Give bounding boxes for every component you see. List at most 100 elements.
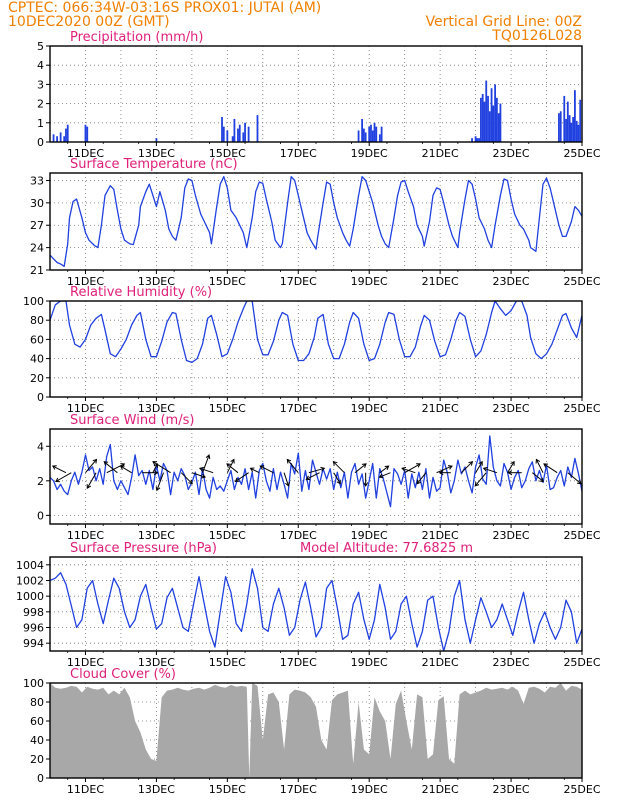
- wind-vector-arrowhead: [51, 465, 57, 470]
- precip-bar: [480, 97, 482, 142]
- wind-xtick-label: 11DEC: [67, 529, 104, 542]
- precip-bar: [222, 126, 225, 142]
- precip-bar: [495, 97, 498, 142]
- precip-bar: [66, 124, 69, 142]
- precip-ytick-label: 4: [37, 59, 44, 72]
- cloud-panel-title: Cloud Cover (%): [70, 667, 176, 682]
- wind-vector-arrow: [532, 472, 544, 482]
- precip-bar: [471, 138, 473, 142]
- wind-vector-arrow: [416, 472, 427, 485]
- wind-vector-arrowhead: [384, 465, 390, 470]
- temperature-ytick-label: 33: [30, 174, 44, 187]
- wind-vector-arrow: [226, 459, 235, 473]
- precip-xtick-label: 23DEC: [493, 147, 530, 160]
- pressure-xtick-label: 25DEC: [563, 656, 600, 669]
- wind-ytick-label: 0: [37, 509, 44, 522]
- wind-vector-arrowhead: [155, 486, 161, 492]
- precip-bar: [247, 126, 250, 142]
- precip-bar: [497, 113, 500, 142]
- cloud-xtick-label: 15DEC: [209, 783, 246, 796]
- precip-bar: [237, 128, 239, 142]
- wind-data: [50, 435, 582, 508]
- precip-bar: [375, 126, 378, 142]
- wind-vector-arrow: [543, 463, 558, 474]
- wind-vector-arrow: [260, 465, 274, 474]
- pressure-ytick-label: 994: [23, 637, 44, 650]
- wind-vector-arrow: [333, 472, 341, 484]
- wind-vector-arrowhead: [416, 479, 422, 485]
- wind-vector-arrowhead: [482, 466, 488, 472]
- precip-panel-title: Precipitation (mm/h): [70, 30, 203, 45]
- wind-vector-arrowhead: [259, 465, 265, 470]
- wind-vector-arrowhead: [577, 479, 582, 485]
- precip-bar: [231, 136, 234, 142]
- pressure-panel-title: Surface Pressure (hPa): [70, 541, 217, 556]
- wind-vector-arrow: [354, 463, 367, 474]
- pressure-ytick-label: 1004: [16, 559, 44, 572]
- wind-vector-arrowhead: [249, 467, 255, 472]
- precip-ytick-label: 3: [37, 78, 44, 91]
- cloud-ytick-label: 80: [30, 696, 44, 709]
- pressure-data: [50, 568, 582, 651]
- cloud-xtick-label: 19DEC: [351, 783, 388, 796]
- precip-bar: [238, 124, 241, 142]
- pressure-xtick-label: 17DEC: [280, 656, 317, 669]
- cloud-ytick-label: 60: [30, 715, 44, 728]
- precip-xtick-label: 25DEC: [563, 147, 600, 160]
- precip-bar: [488, 111, 491, 142]
- cloud-ytick-label: 20: [30, 753, 44, 766]
- cloud-panel: 0 20 40 60 80 100 11DEC 13DEC 15DEC 17DEC 19DEC 21D…: [23, 677, 601, 796]
- humidity-series-line: [50, 301, 582, 364]
- precip-bar: [65, 128, 67, 142]
- cloud-xtick-label: 25DEC: [563, 783, 600, 796]
- wind-vector-arrowhead: [285, 481, 290, 487]
- wind-vector-arrow: [474, 472, 487, 487]
- cloud-ytick-label: 0: [37, 772, 44, 785]
- wind-vector-arrow: [475, 461, 483, 473]
- cloud-cover-area: [50, 683, 582, 778]
- wind-xtick-label: 13DEC: [138, 529, 175, 542]
- precip-panel: 0 1 2 3 4 5 11DEC 13DEC 15DEC 17DEC 19DEC 21DEC 23DE…: [37, 40, 601, 160]
- precip-bar: [378, 134, 381, 142]
- wind-vector-arrow: [106, 463, 125, 474]
- wind-ytick-label: 4: [37, 440, 44, 453]
- precip-bar: [499, 103, 502, 142]
- precip-bar: [371, 130, 374, 142]
- precip-bar: [563, 95, 566, 142]
- wind-vector-arrow: [283, 472, 289, 487]
- temperature-xtick-label: 25DEC: [563, 275, 600, 288]
- precip-bar: [242, 132, 245, 142]
- header-grid-note: Vertical Grid Line: 00Z: [426, 14, 582, 30]
- wind-vector-arrowhead: [363, 482, 369, 487]
- wind-vector-arrow: [401, 467, 416, 474]
- pressure-ytick-label: 1000: [16, 590, 44, 603]
- precip-bar: [155, 138, 158, 142]
- header-location: CPTEC: 066:34W-03:16S PROX01: JUTAI (AM): [8, 0, 321, 16]
- wind-vector-arrowhead: [119, 465, 125, 470]
- wind-vector-arrow: [180, 472, 193, 485]
- precip-bar: [566, 101, 569, 142]
- wind-vector-arrow: [152, 463, 158, 473]
- precip-bar: [478, 138, 481, 142]
- wind-vector-arrowhead: [507, 470, 513, 476]
- pressure-xtick-label: 21DEC: [422, 656, 459, 669]
- humidity-ytick-label: 80: [30, 314, 44, 327]
- temperature-ytick-label: 24: [30, 242, 44, 255]
- wind-vector-arrowhead: [226, 463, 231, 468]
- temperature-xtick-label: 17DEC: [280, 275, 317, 288]
- precip-bar: [558, 113, 560, 142]
- wind-vector-arrow: [308, 467, 325, 474]
- humidity-xtick-label: 21DEC: [422, 402, 459, 415]
- precip-bar: [361, 118, 364, 142]
- wind-vector-arrowhead: [234, 477, 240, 483]
- precip-xtick-label: 11DEC: [67, 147, 104, 160]
- wind-vector-arrowhead: [539, 477, 545, 483]
- humidity-xtick-label: 15DEC: [209, 402, 246, 415]
- temperature-xtick-label: 15DEC: [209, 275, 246, 288]
- cloud-xtick-label: 13DEC: [138, 783, 175, 796]
- wind-vector-arrow: [379, 465, 389, 474]
- wind-vector-arrowhead: [55, 477, 60, 483]
- wind-vector-arrowhead: [416, 463, 421, 468]
- precip-ytick-label: 5: [37, 40, 44, 53]
- precip-ytick-label: 0: [37, 136, 44, 149]
